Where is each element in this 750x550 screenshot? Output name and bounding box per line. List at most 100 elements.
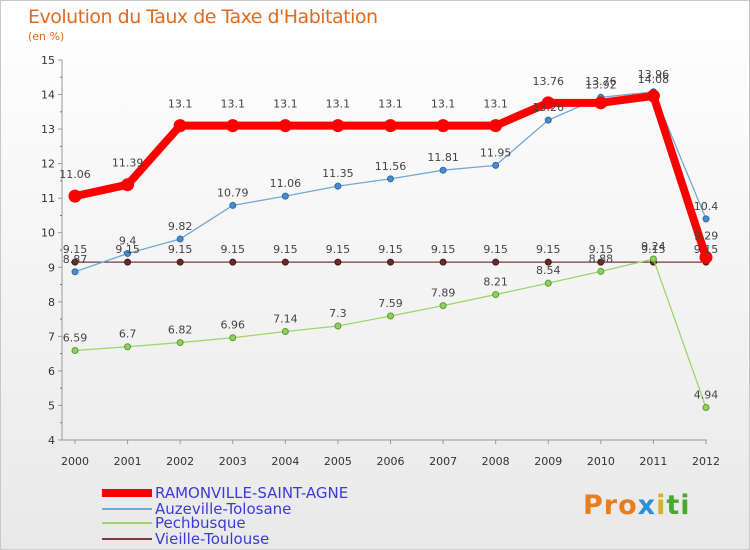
data-label: 8.54 bbox=[536, 264, 561, 277]
series-3-point bbox=[387, 258, 394, 266]
data-label: 7.89 bbox=[431, 287, 456, 300]
data-label: 13.76 bbox=[533, 75, 565, 88]
data-label: 7.3 bbox=[329, 307, 347, 320]
series-2-point bbox=[492, 291, 500, 299]
series-3-point bbox=[544, 258, 552, 266]
data-label: 13.1 bbox=[221, 98, 246, 111]
series-1-point bbox=[492, 161, 500, 169]
data-label: 9.82 bbox=[168, 220, 193, 233]
series-3-point bbox=[597, 258, 605, 266]
x-tick-label: 2003 bbox=[219, 455, 247, 468]
series-2-point bbox=[176, 339, 184, 347]
y-tick-label: 11 bbox=[41, 192, 55, 205]
data-label: 9.15 bbox=[273, 243, 298, 256]
series-2-point bbox=[702, 404, 710, 412]
series-3-point bbox=[176, 258, 184, 266]
series-0-point bbox=[436, 119, 450, 133]
logo-part-3: i bbox=[656, 490, 667, 521]
data-label: 9.15 bbox=[326, 243, 351, 256]
data-label: 11.35 bbox=[322, 167, 354, 180]
series-0-point bbox=[489, 119, 503, 133]
data-label: 4.94 bbox=[694, 389, 719, 402]
data-label: 7.14 bbox=[273, 313, 298, 326]
data-label: 6.59 bbox=[63, 332, 88, 345]
x-tick-label: 2009 bbox=[534, 455, 562, 468]
data-label: 11.95 bbox=[480, 146, 512, 159]
data-label: 9.15 bbox=[589, 243, 614, 256]
series-1-point bbox=[334, 182, 342, 190]
series-0-point bbox=[173, 119, 187, 133]
series-3-point bbox=[71, 258, 79, 266]
series-0-point bbox=[594, 96, 608, 110]
series-1-point bbox=[229, 201, 237, 209]
data-label: 13.26 bbox=[533, 101, 565, 114]
data-label: 11.56 bbox=[375, 160, 407, 173]
series-0-point bbox=[646, 89, 660, 103]
x-tick-label: 2012 bbox=[692, 455, 720, 468]
y-tick-label: 8 bbox=[48, 296, 55, 309]
data-label: 13.96 bbox=[638, 68, 670, 81]
data-label: 11.06 bbox=[270, 177, 302, 190]
x-tick-label: 2005 bbox=[324, 455, 352, 468]
data-label: 7.59 bbox=[378, 297, 403, 310]
series-0-point bbox=[699, 250, 713, 264]
data-label: 9.15 bbox=[483, 243, 508, 256]
data-label: 6.96 bbox=[221, 319, 246, 332]
series-3-point bbox=[281, 258, 289, 266]
series-3-point bbox=[334, 258, 342, 266]
data-label: 9.15 bbox=[221, 243, 246, 256]
data-label: 11.39 bbox=[112, 157, 144, 170]
x-tick-label: 2002 bbox=[166, 455, 194, 468]
logo-part-4: ti bbox=[666, 490, 691, 521]
data-label: 13.76 bbox=[585, 75, 617, 88]
data-label: 11.06 bbox=[59, 168, 91, 181]
data-label: 9.15 bbox=[431, 243, 456, 256]
data-label: 13.1 bbox=[168, 98, 193, 111]
data-label: 9.15 bbox=[115, 243, 140, 256]
series-0-point bbox=[68, 189, 82, 203]
series-1-point bbox=[387, 175, 394, 183]
data-label: 8.87 bbox=[63, 253, 88, 266]
data-label: 13.1 bbox=[273, 98, 298, 111]
data-label: 9.15 bbox=[63, 243, 88, 256]
series-1-point bbox=[176, 235, 184, 243]
series-3-point bbox=[439, 258, 447, 266]
x-tick-label: 2004 bbox=[271, 455, 299, 468]
data-label: 9.24 bbox=[641, 240, 666, 253]
series-2-point bbox=[597, 267, 605, 275]
data-label: 13.92 bbox=[585, 78, 617, 91]
data-label: 8.88 bbox=[589, 252, 614, 265]
x-tick-label: 2000 bbox=[61, 455, 89, 468]
y-tick-label: 6 bbox=[48, 365, 55, 378]
series-0-point bbox=[384, 119, 397, 133]
y-tick-label: 13 bbox=[41, 123, 55, 136]
data-label: 6.7 bbox=[119, 328, 137, 341]
data-label: 9.15 bbox=[641, 243, 666, 256]
y-tick-label: 4 bbox=[48, 434, 55, 447]
series-2-point bbox=[649, 255, 657, 263]
series-1-point bbox=[544, 116, 552, 124]
series-2-point bbox=[544, 279, 552, 287]
x-tick-label: 2008 bbox=[482, 455, 510, 468]
legend-label-2: Pechbusque bbox=[155, 514, 246, 532]
data-label: 13.1 bbox=[378, 98, 403, 111]
x-tick-label: 2006 bbox=[377, 455, 405, 468]
series-2-point bbox=[281, 328, 289, 336]
series-0-point bbox=[121, 178, 135, 192]
series-2-point bbox=[71, 347, 79, 355]
series-3-point bbox=[492, 258, 500, 266]
y-tick-label: 10 bbox=[41, 227, 55, 240]
data-label: 13.1 bbox=[431, 98, 456, 111]
data-label: 13.1 bbox=[483, 98, 508, 111]
series-3-point bbox=[229, 258, 237, 266]
y-tick-label: 9 bbox=[48, 261, 55, 274]
data-label: 10.4 bbox=[694, 200, 719, 213]
data-label: 9.15 bbox=[168, 243, 193, 256]
legend-label-0: RAMONVILLE-SAINT-AGNE bbox=[155, 484, 348, 502]
proxiti-logo: Proxiti bbox=[583, 490, 691, 521]
series-2-point bbox=[439, 302, 447, 310]
chart-unit: (en %) bbox=[28, 30, 65, 43]
series-1-point bbox=[281, 192, 289, 200]
series-2-point bbox=[387, 312, 394, 320]
